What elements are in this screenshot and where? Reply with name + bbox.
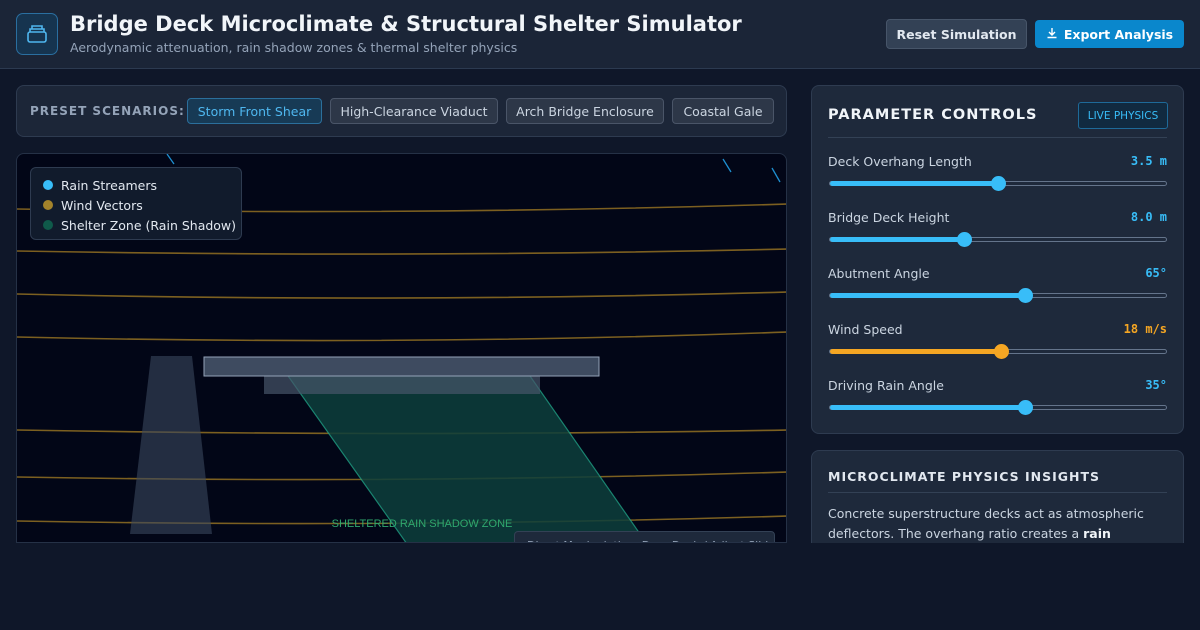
parameter-controls-panel: PARAMETER CONTROLS LIVE PHYSICS Deck Ove… bbox=[811, 85, 1184, 434]
legend-label: Rain Streamers bbox=[61, 177, 158, 193]
panel-title: PARAMETER CONTROLS bbox=[828, 107, 1038, 123]
legend-label: Shelter Zone (Rain Shadow) bbox=[61, 217, 237, 233]
bridge-abutment bbox=[130, 356, 212, 534]
param-value-overhang: 3.5 m bbox=[1130, 154, 1167, 168]
preset-high-clearance-viaduct[interactable]: High-Clearance Viaduct bbox=[330, 98, 498, 124]
preset-scenarios-bar: PRESET SCENARIOS: Storm Front Shear High… bbox=[16, 85, 787, 137]
slider-thumb[interactable] bbox=[1017, 288, 1033, 303]
slider-thumb[interactable] bbox=[957, 232, 973, 247]
simulation-canvas[interactable]: SHELTERED RAIN SHADOW ZONE Rain Streamer… bbox=[16, 153, 787, 543]
slider-rain-angle[interactable] bbox=[829, 400, 1167, 415]
insights-text-bold: rain shadow bbox=[1083, 526, 1111, 541]
insights-text-lead: Concrete superstructure decks act as atm… bbox=[828, 506, 1144, 541]
export-analysis-button[interactable]: Export Analysis bbox=[1035, 20, 1184, 48]
legend-dot-icon bbox=[43, 200, 53, 210]
divider bbox=[828, 137, 1167, 138]
slider-overhang[interactable] bbox=[829, 176, 1167, 191]
bridge-deck bbox=[203, 356, 600, 377]
live-physics-badge: LIVE PHYSICS bbox=[1078, 102, 1168, 129]
slider-thumb[interactable] bbox=[994, 344, 1010, 359]
slider-fill bbox=[830, 181, 998, 186]
preset-arch-bridge-enclosure[interactable]: Arch Bridge Enclosure bbox=[506, 98, 664, 124]
preset-storm-front-shear[interactable]: Storm Front Shear bbox=[187, 98, 322, 124]
legend-dot-icon bbox=[43, 220, 53, 230]
shelter-zone-label: SHELTERED RAIN SHADOW ZONE bbox=[332, 518, 513, 530]
slider-thumb[interactable] bbox=[1017, 400, 1033, 415]
wind-vector-line bbox=[17, 248, 786, 255]
preset-label: High-Clearance Viaduct bbox=[340, 103, 488, 119]
legend-item-shelter: Shelter Zone (Rain Shadow) bbox=[43, 217, 236, 233]
param-label-wind-speed: Wind Speed bbox=[828, 322, 903, 337]
legend-item-wind: Wind Vectors bbox=[43, 197, 143, 213]
wind-vector-line bbox=[17, 291, 786, 299]
wind-vector-line bbox=[17, 331, 786, 342]
preset-coastal-gale[interactable]: Coastal Gale bbox=[672, 98, 774, 124]
param-label-deck-height: Bridge Deck Height bbox=[828, 210, 950, 225]
interaction-hint: Direct Manipulation: Drag Deck / Adjust … bbox=[514, 531, 775, 542]
preset-label: Arch Bridge Enclosure bbox=[516, 103, 654, 119]
download-icon bbox=[1046, 27, 1058, 42]
param-value-rain-angle: 35° bbox=[1145, 378, 1167, 392]
layers-icon bbox=[16, 13, 58, 55]
reset-simulation-button[interactable]: Reset Simulation bbox=[886, 19, 1027, 49]
param-value-wind-speed: 18 m/s bbox=[1123, 322, 1167, 336]
legend-label: Wind Vectors bbox=[61, 197, 143, 213]
page-subtitle: Aerodynamic attenuation, rain shadow zon… bbox=[70, 40, 518, 55]
slider-thumb[interactable] bbox=[991, 176, 1006, 191]
rain-streamer bbox=[722, 158, 732, 173]
legend-dot-icon bbox=[43, 180, 53, 190]
param-label-overhang: Deck Overhang Length bbox=[828, 154, 972, 169]
slider-fill bbox=[830, 349, 1002, 354]
insights-text: Concrete superstructure decks act as atm… bbox=[828, 504, 1168, 543]
reset-button-label: Reset Simulation bbox=[896, 26, 1017, 42]
param-label-abutment-angle: Abutment Angle bbox=[828, 266, 930, 281]
rain-streamer bbox=[166, 154, 175, 165]
export-button-label: Export Analysis bbox=[1063, 26, 1174, 42]
rain-streamer bbox=[771, 167, 781, 183]
legend-item-rain: Rain Streamers bbox=[43, 177, 157, 193]
preset-scenarios-label: PRESET SCENARIOS: bbox=[30, 104, 185, 118]
page-title: Bridge Deck Microclimate & Structural Sh… bbox=[70, 12, 742, 36]
param-value-abutment-angle: 65° bbox=[1145, 266, 1167, 280]
preset-label: Storm Front Shear bbox=[197, 103, 312, 119]
slider-fill bbox=[830, 405, 1025, 410]
slider-deck-height[interactable] bbox=[829, 232, 1167, 247]
slider-wind-speed[interactable] bbox=[829, 344, 1167, 359]
slider-fill bbox=[830, 293, 1025, 298]
preset-label: Coastal Gale bbox=[683, 103, 763, 119]
param-value-deck-height: 8.0 m bbox=[1130, 210, 1167, 224]
divider bbox=[828, 492, 1167, 493]
simulation-scene: SHELTERED RAIN SHADOW ZONE bbox=[17, 154, 786, 542]
app-header: Bridge Deck Microclimate & Structural Sh… bbox=[0, 0, 1200, 69]
slider-abutment-angle[interactable] bbox=[829, 288, 1167, 303]
deck-underside bbox=[264, 375, 540, 394]
slider-fill bbox=[830, 237, 965, 242]
insights-title: MICROCLIMATE PHYSICS INSIGHTS bbox=[828, 469, 1100, 484]
param-label-rain-angle: Driving Rain Angle bbox=[828, 378, 944, 393]
simulation-legend: Rain Streamers Wind Vectors Shelter Zone… bbox=[30, 167, 242, 240]
physics-insights-panel: MICROCLIMATE PHYSICS INSIGHTS Concrete s… bbox=[811, 450, 1184, 543]
